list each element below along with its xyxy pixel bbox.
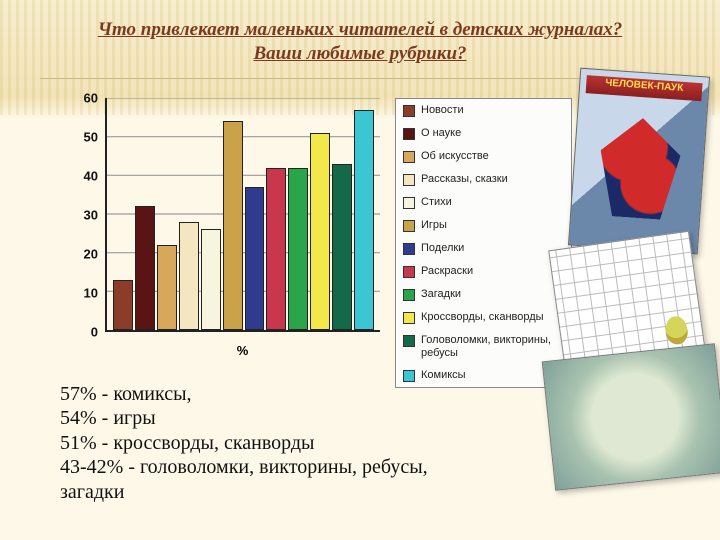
results-line: 54% - игры: [60, 406, 428, 430]
legend-swatch: [403, 174, 415, 186]
chart-bar: [157, 245, 177, 330]
results-line: 51% - кроссворды, сканворды: [60, 431, 428, 455]
title-line-1: Что привлекает маленьких читателей в дет…: [98, 19, 622, 40]
legend-item: О науке: [396, 122, 571, 145]
legend-item: Кроссворды, сканворды: [396, 306, 571, 329]
legend-item: Стихи: [396, 191, 571, 214]
chart-ytick: 40: [70, 169, 98, 184]
legend-label: Новости: [421, 104, 464, 117]
legend-item: Об искусстве: [396, 145, 571, 168]
chart-x-label: %: [105, 343, 380, 358]
legend-label: Головоломки, викторины, ребусы: [421, 334, 564, 359]
chart-bar: [179, 222, 199, 330]
chart-ytick: 50: [70, 130, 98, 145]
chart-bar: [135, 206, 155, 330]
chart-ytick: 0: [70, 325, 98, 340]
legend-swatch: [403, 312, 415, 324]
legend-label: Загадки: [421, 288, 461, 301]
legend-swatch: [403, 128, 415, 140]
legend-swatch: [403, 220, 415, 232]
legend-label: Игры: [421, 219, 447, 232]
legend-label: Стихи: [421, 196, 452, 209]
legend-item: Загадки: [396, 283, 571, 306]
legend-label: Раскраски: [421, 265, 473, 278]
chart-bar: [332, 164, 352, 330]
legend-swatch: [403, 105, 415, 117]
chart-ytick: 30: [70, 208, 98, 223]
chart-bar: [223, 121, 243, 330]
legend-item: Поделки: [396, 237, 571, 260]
legend-swatch: [403, 197, 415, 209]
legend-item: Новости: [396, 99, 571, 122]
legend-item: Рассказы, сказки: [396, 168, 571, 191]
legend-label: Об искусстве: [421, 150, 489, 163]
chart-plot-area: [105, 98, 380, 332]
page-title: Что привлекает маленьких читателей в дет…: [0, 18, 720, 66]
legend-label: Рассказы, сказки: [421, 173, 508, 186]
chart-ytick: 60: [70, 91, 98, 106]
legend-swatch: [403, 370, 415, 382]
chart-bars: [113, 98, 374, 330]
legend-item: Игры: [396, 214, 571, 237]
legend-swatch: [403, 289, 415, 301]
results-line: 57% - комиксы,: [60, 382, 428, 406]
map-puzzle-image: [542, 343, 720, 490]
spiderman-figure: [596, 115, 683, 220]
chart-bar: [266, 168, 286, 330]
chart-ytick: 10: [70, 286, 98, 301]
chart-bar: [354, 110, 374, 330]
legend-label: Поделки: [421, 242, 464, 255]
results-line: загадки: [60, 480, 428, 504]
chart-legend: Новости О науке Об искусстве Рассказы, сказ…: [395, 98, 572, 388]
chart-ytick: 20: [70, 247, 98, 262]
legend-label: О науке: [421, 127, 461, 140]
bar-chart: 0102030405060 %: [70, 98, 380, 358]
comic-cover-image: [568, 68, 710, 255]
chart-bar: [201, 229, 221, 330]
chart-bar: [310, 133, 330, 330]
chart-bar: [288, 168, 308, 330]
legend-label: Кроссворды, сканворды: [421, 311, 544, 324]
results-line: 43-42% - головоломки, викторины, ребусы,: [60, 455, 428, 479]
legend-swatch: [403, 335, 415, 347]
results-text: 57% - комиксы,54% - игры51% - кроссворды…: [60, 382, 428, 504]
chart-bar: [113, 280, 133, 330]
legend-swatch: [403, 266, 415, 278]
legend-label: Комиксы: [421, 369, 466, 382]
legend-swatch: [403, 243, 415, 255]
chart-bar: [245, 187, 265, 330]
legend-item: Раскраски: [396, 260, 571, 283]
legend-item: Головоломки, викторины, ребусы: [396, 329, 571, 364]
title-line-2: Ваши любимые рубрики?: [253, 43, 466, 64]
legend-swatch: [403, 151, 415, 163]
